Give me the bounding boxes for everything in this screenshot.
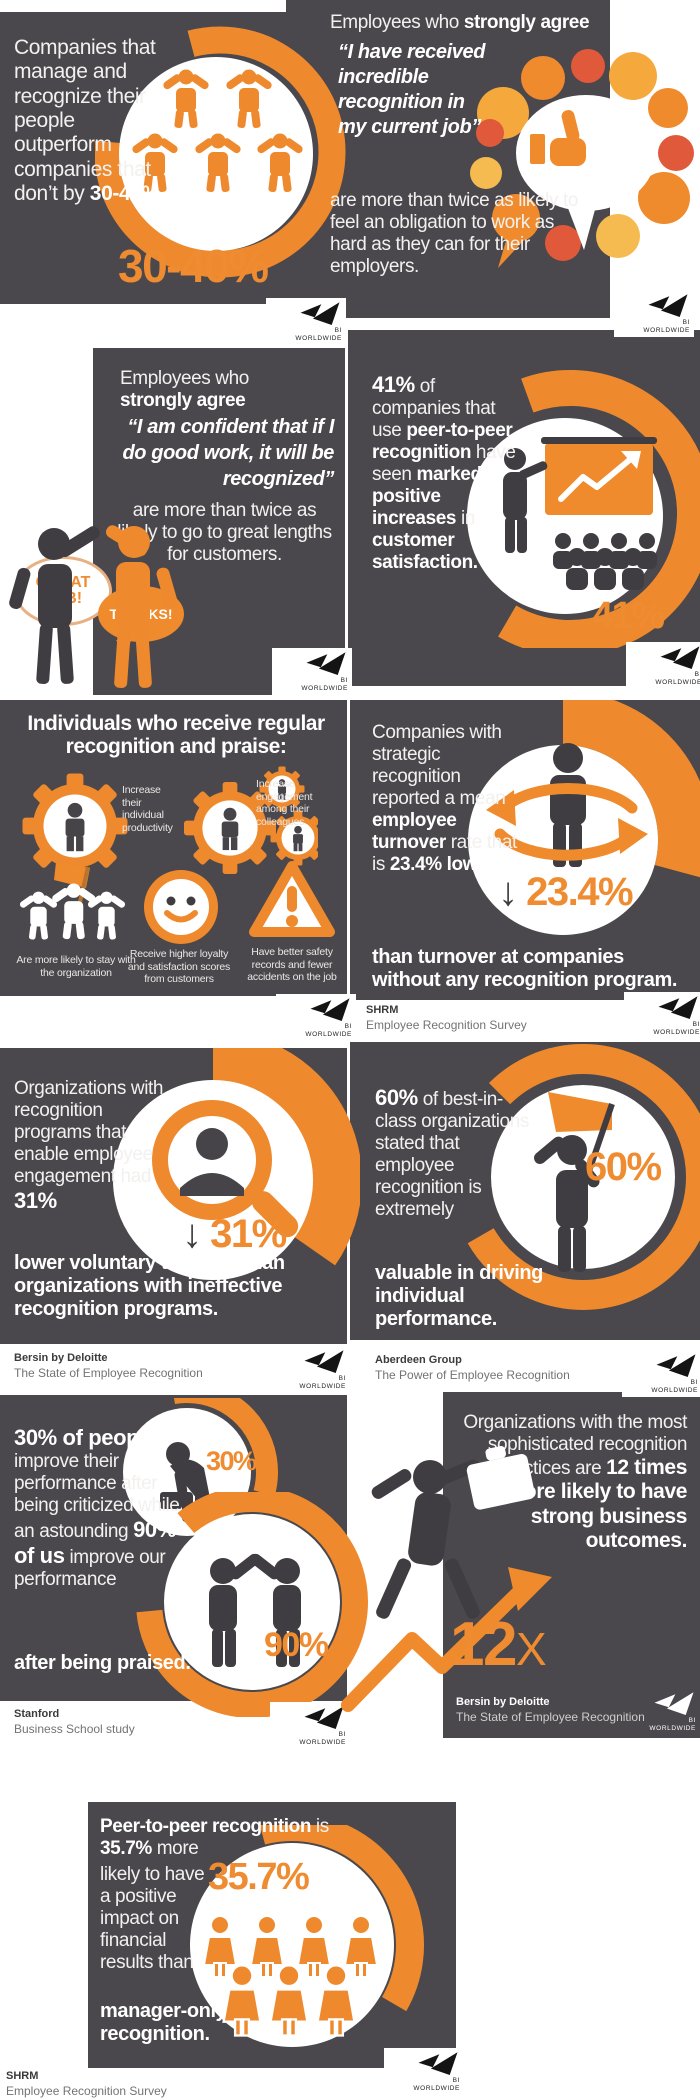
tile7-stat: ↓ 31% bbox=[182, 1212, 287, 1256]
tile6-text: Companies with strategic recognition rep… bbox=[372, 722, 517, 876]
tile10-source: Bersin by Deloitte The State of Employee … bbox=[456, 1696, 645, 1724]
bi-worldwide-logo-icon bbox=[300, 302, 340, 326]
employee-turnover-icon bbox=[486, 743, 648, 867]
person-with-flag-icon bbox=[534, 1092, 615, 1272]
tile9-text: 30% of people improve their performance … bbox=[14, 1425, 180, 1591]
presentation-audience-icon bbox=[503, 437, 657, 590]
jumping-person-arrow-icon bbox=[341, 1446, 552, 1712]
crowd-with-flag-icon bbox=[18, 862, 127, 940]
tile9-source: Stanford Business School study bbox=[14, 1708, 135, 1736]
bi-worldwide-logo-icon bbox=[306, 652, 346, 676]
tile6-stat: ↓ 23.4% bbox=[498, 870, 634, 914]
tile3-quote: “I am confident that if I do good work, … bbox=[122, 416, 334, 490]
tile10-bg bbox=[443, 1392, 700, 1738]
tile7-text-wide: lower voluntary turnover than organizati… bbox=[14, 1252, 285, 1321]
tile4-stat: 41% bbox=[592, 595, 665, 637]
tile9-stat-90: 90% bbox=[264, 1626, 329, 1664]
tile8-stat: 60% bbox=[585, 1145, 662, 1189]
tile11-text-top: Peer-to-peer recognition is 35.7% more bbox=[100, 1816, 329, 1860]
tile6-text-wide: than turnover at companies without any r… bbox=[372, 946, 677, 992]
down-arrow-icon: ↓ bbox=[182, 1212, 202, 1256]
tile11-stat: 35.7% bbox=[208, 1856, 310, 1898]
magnifier-person-icon bbox=[152, 1100, 299, 1238]
tile7-text: Organizations with recognition programs … bbox=[14, 1078, 164, 1214]
praised-people-icon bbox=[209, 1553, 301, 1667]
tile7-source: Bersin by Deloitte The State of Employee … bbox=[14, 1352, 203, 1380]
tile8-text: 60% of best-in-class organizations state… bbox=[375, 1085, 529, 1221]
tile10-stat: 12X bbox=[450, 1610, 547, 1679]
tile5-caption-productivity: Increase their individual productivity bbox=[122, 784, 173, 834]
tile3-rest: are more than twice as likely to go to g… bbox=[117, 500, 332, 566]
bi-worldwide-logo-icon bbox=[658, 996, 698, 1020]
tile2-rest: are more than twice as likely to feel an… bbox=[330, 190, 579, 278]
tile11-source: SHRM Employee Recognition Survey bbox=[6, 2070, 167, 2098]
speech-bubbles-thumbs-up-icon bbox=[470, 49, 694, 268]
tile8-text-wide: valuable in driving individual performan… bbox=[375, 1262, 543, 1331]
tile5-caption-safety: Have better safety records and fewer acc… bbox=[247, 946, 337, 984]
tile1-text: Companies that manage and recognize thei… bbox=[14, 36, 166, 206]
smiley-face-icon bbox=[144, 870, 218, 944]
tile5-caption-stay: Are more likely to stay with the organiz… bbox=[16, 954, 136, 979]
bi-worldwide-logo-icon bbox=[310, 998, 350, 1022]
tile5-heading: Individuals who receive regular recognit… bbox=[27, 712, 325, 759]
tile9-text-wide: after being praised. bbox=[14, 1652, 191, 1674]
tile2-quote: “I have received incredible recognition … bbox=[338, 41, 486, 138]
tile10-text: Organizations with the most sophisticate… bbox=[463, 1412, 687, 1553]
tile4-text: 41% of companies that use peer-to-peer r… bbox=[372, 372, 516, 574]
warning-triangle-icon bbox=[249, 861, 335, 937]
bi-worldwide-logo-icon bbox=[654, 1692, 694, 1716]
bi-worldwide-logo-icon bbox=[660, 646, 700, 670]
bi-worldwide-logo-icon bbox=[656, 1354, 696, 1378]
tile6-source: SHRM Employee Recognition Survey bbox=[366, 1004, 527, 1032]
tile5-caption-loyalty: Receive higher loyalty and satisfaction … bbox=[127, 948, 231, 986]
tile11-text-column: likely to have a positive impact on fina… bbox=[100, 1864, 205, 1974]
tile8-source: Aberdeen Group The Power of Employee Reco… bbox=[375, 1354, 570, 1382]
bi-worldwide-logo-icon bbox=[418, 2052, 458, 2076]
tile2-lead: Employees who strongly agree bbox=[330, 12, 590, 33]
tile9-stat-30: 30% bbox=[206, 1446, 257, 1476]
bi-worldwide-logo-icon bbox=[648, 294, 688, 318]
tile11-text-bottom: manager-only recognition. bbox=[100, 2000, 227, 2046]
tile3-lead: Employees who strongly agree bbox=[120, 368, 249, 412]
tile5-caption-engagement: Increase engagement among their colleagu… bbox=[256, 778, 313, 828]
bi-worldwide-logo-icon bbox=[304, 1350, 344, 1374]
high-five-people-icon bbox=[9, 525, 178, 689]
down-arrow-icon: ↓ bbox=[498, 870, 518, 914]
tile1-stat: 30-40% bbox=[118, 240, 269, 292]
bi-worldwide-logo-icon bbox=[304, 1706, 344, 1730]
